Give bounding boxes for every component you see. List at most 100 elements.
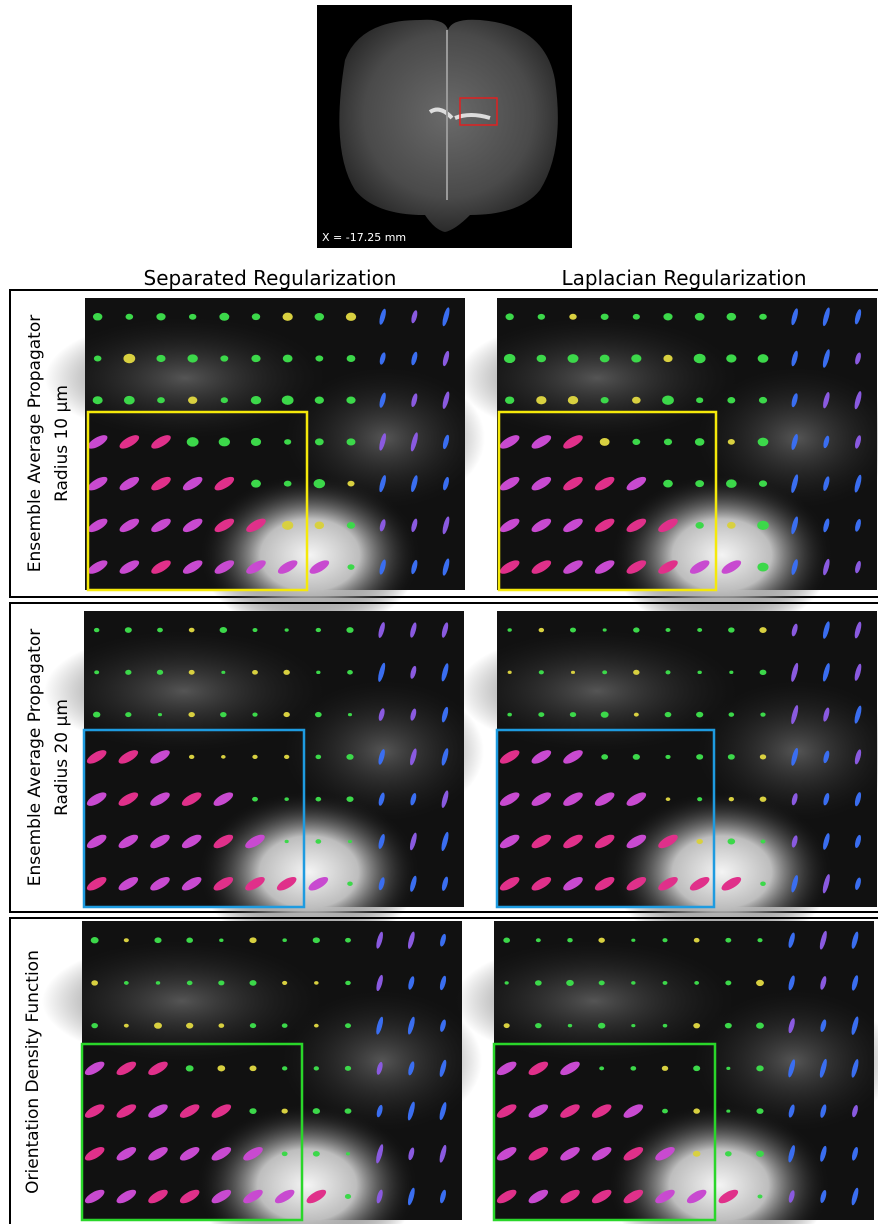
- glyph: [538, 670, 544, 675]
- glyph: [188, 669, 195, 675]
- glyph: [721, 877, 742, 891]
- glyph: [567, 354, 579, 363]
- glyph: [598, 1022, 606, 1029]
- highlight-box: [86, 410, 309, 592]
- glyph: [665, 754, 671, 759]
- glyph: [282, 520, 294, 530]
- glyph: [188, 313, 197, 320]
- glyph: [442, 434, 450, 450]
- glyph: [157, 397, 165, 404]
- glyph: [315, 796, 322, 802]
- glyph: [314, 312, 325, 321]
- glyph: [246, 518, 266, 533]
- glyph: [219, 938, 224, 942]
- glyph: [87, 476, 108, 491]
- glyph: [213, 834, 234, 849]
- glyph: [633, 627, 640, 633]
- glyph: [410, 748, 417, 766]
- glyph: [251, 354, 261, 363]
- glyph: [309, 560, 330, 574]
- glyph: [186, 937, 193, 943]
- glyph: [570, 670, 576, 674]
- glyph: [854, 705, 862, 724]
- glyph: [376, 931, 383, 949]
- glyph: [316, 670, 321, 675]
- glyph: [408, 1147, 415, 1161]
- glyph: [591, 1104, 612, 1118]
- glyph: [759, 754, 767, 760]
- glyph: [220, 355, 229, 362]
- glyph: [528, 1147, 549, 1161]
- glyph: [537, 313, 546, 320]
- glyph: [567, 396, 579, 405]
- rows: Ensemble Average Propagator Radius 10 µm E…: [9, 289, 878, 1224]
- glyph: [496, 1147, 517, 1161]
- glyph: [662, 938, 668, 943]
- glyph: [442, 516, 450, 535]
- glyph: [697, 797, 703, 802]
- glyph: [181, 792, 202, 806]
- panel-haze: [697, 681, 878, 821]
- panel-haze: [44, 631, 324, 751]
- glyph: [632, 313, 640, 320]
- glyph: [379, 519, 386, 532]
- glyph: [851, 1059, 859, 1078]
- glyph: [791, 875, 799, 893]
- glyph: [379, 352, 386, 365]
- glyph: [697, 628, 703, 633]
- glyph: [528, 1189, 549, 1204]
- glyph: [598, 937, 605, 943]
- glyph: [156, 669, 164, 675]
- glyph: [151, 518, 171, 533]
- glyph: [313, 479, 326, 489]
- glyph: [594, 834, 615, 849]
- glyph: [439, 1059, 447, 1077]
- glyph: [662, 395, 674, 405]
- glyph: [726, 354, 737, 363]
- glyph: [689, 560, 710, 574]
- glyph: [376, 1189, 383, 1204]
- glyph: [855, 877, 861, 890]
- glyph: [376, 974, 383, 992]
- glyph: [756, 979, 764, 987]
- glyph: [820, 976, 827, 990]
- glyph: [314, 521, 325, 530]
- glyph: [92, 711, 101, 718]
- glyph: [854, 792, 862, 807]
- glyph: [851, 931, 859, 949]
- glyph: [84, 1104, 105, 1118]
- glyph: [442, 558, 450, 576]
- glyph: [116, 1104, 137, 1118]
- glyph: [496, 1189, 517, 1204]
- glyph: [560, 1189, 580, 1204]
- glyph: [791, 623, 798, 637]
- glyph: [569, 712, 577, 718]
- glyph: [411, 393, 418, 408]
- glyph: [283, 712, 290, 718]
- glyph: [791, 559, 798, 575]
- glyph: [252, 669, 258, 675]
- glyph: [563, 518, 583, 533]
- glyph: [379, 475, 386, 493]
- glyph: [378, 662, 386, 682]
- glyph: [156, 354, 166, 363]
- glyph: [507, 712, 512, 717]
- glyph: [661, 1065, 669, 1071]
- row-label: Ensemble Average Propagator: [25, 315, 45, 572]
- glyph: [823, 707, 830, 722]
- glyph: [563, 476, 583, 491]
- glyph: [407, 1101, 415, 1121]
- glyph: [218, 1023, 225, 1028]
- glyph: [531, 435, 552, 449]
- glyph: [696, 838, 703, 845]
- glyph: [116, 1061, 137, 1076]
- glyph: [181, 834, 202, 849]
- glyph: [725, 980, 732, 986]
- glyph: [407, 1016, 415, 1035]
- glyph: [631, 981, 636, 985]
- glyph: [600, 396, 609, 404]
- glyph: [538, 627, 545, 633]
- panel-blob: [612, 475, 832, 635]
- glyph: [788, 1190, 795, 1203]
- glyph: [252, 754, 258, 760]
